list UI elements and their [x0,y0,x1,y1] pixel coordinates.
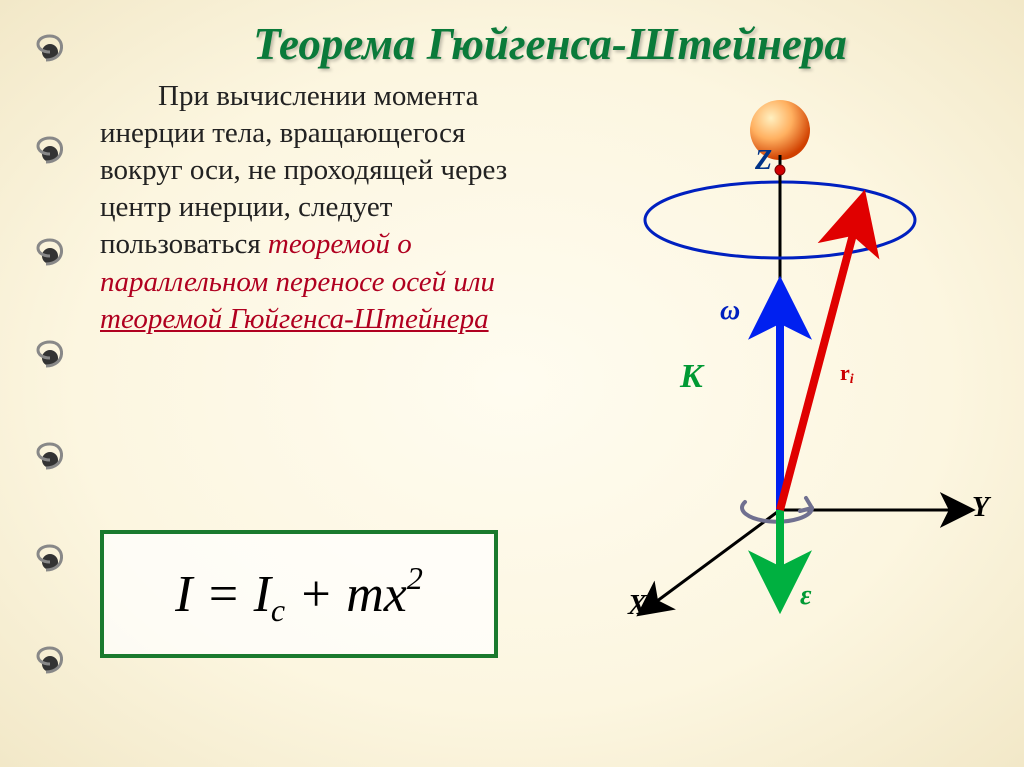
para-em-underline: теоремой Гюйгенса-Штейнера [100,303,489,335]
label-ri-base: r [840,360,850,385]
label-ri: ri [840,360,854,388]
rotation-diagram: Z Y X ω K ri ε [560,90,1010,690]
formula-box: I = Ic + mx2 [100,530,498,658]
formula-eq: = [192,566,253,623]
label-Y: Y [972,492,989,524]
formula-sq: 2 [407,560,423,596]
formula-Ic-sub: c [271,592,285,628]
formula-x: x [384,566,407,623]
formula-m: m [346,566,384,623]
label-Z: Z [755,145,772,177]
formula-plus: + [285,566,346,623]
label-X: X [628,590,647,622]
label-K: K [680,358,703,396]
page-title: Теорема Гюйгенса-Штейнера [100,18,1000,70]
label-ri-sub: i [850,372,854,387]
formula-Ic: I [254,566,271,623]
main-paragraph: При вычислении момента инерции тела, вра… [100,78,540,338]
label-omega: ω [720,295,740,327]
formula-I: I [175,566,192,623]
label-epsilon: ε [800,580,811,612]
binding-bullets [28,30,76,744]
formula: I = Ic + mx2 [175,560,423,629]
